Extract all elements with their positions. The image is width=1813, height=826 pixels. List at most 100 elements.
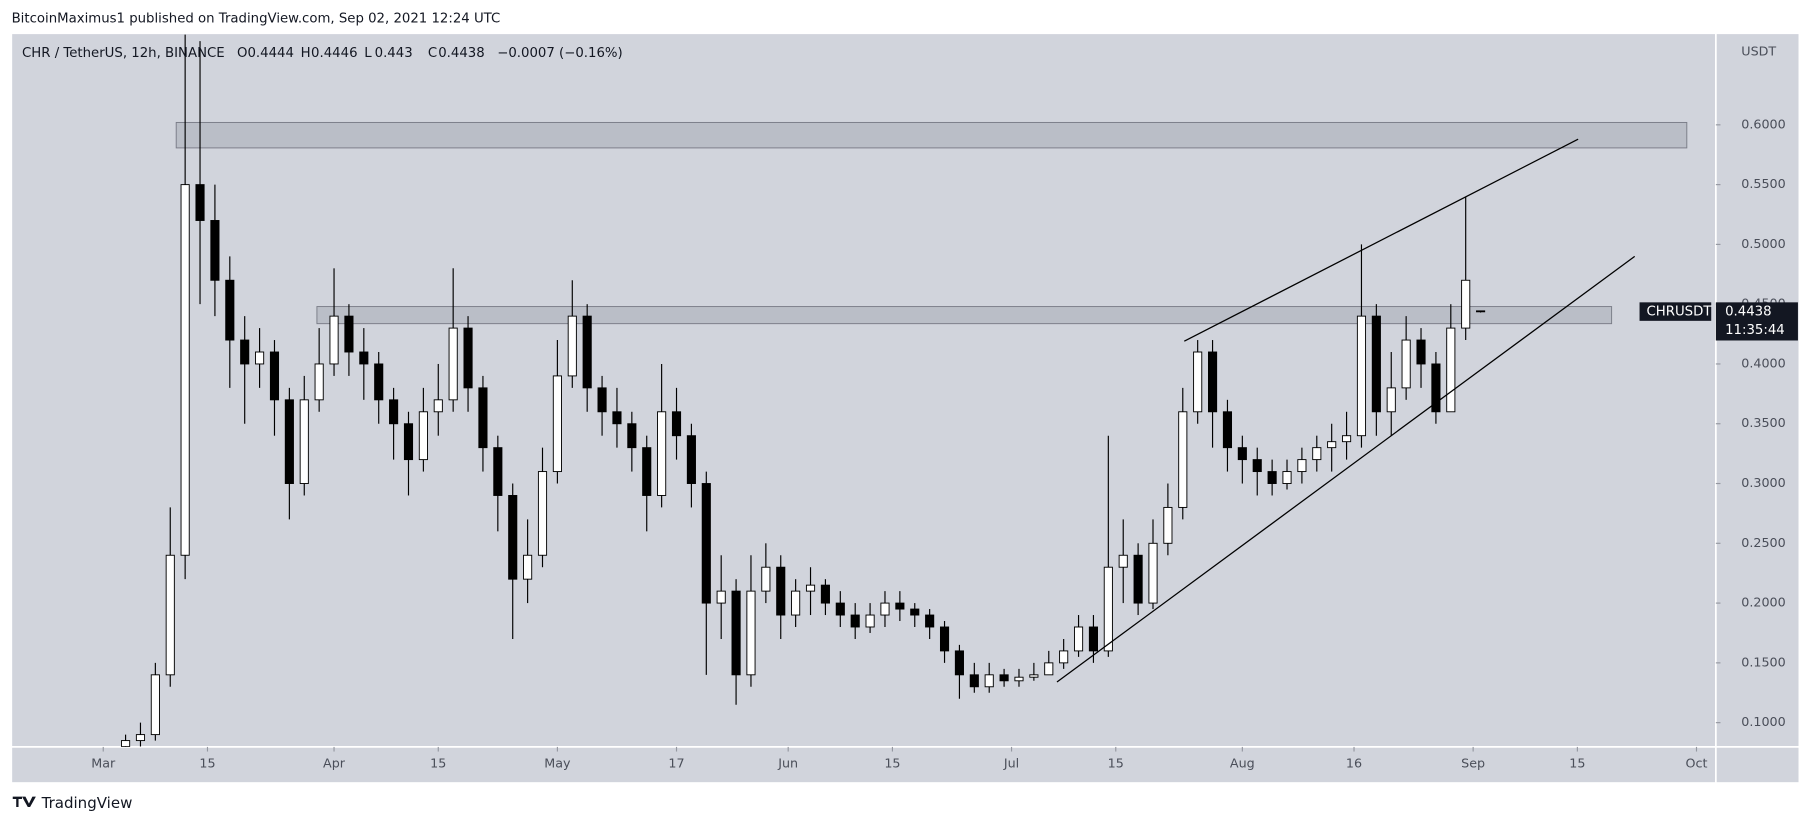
- trend-line: [1056, 255, 1636, 683]
- candle-body: [1446, 327, 1456, 413]
- candle-body: [1476, 310, 1486, 313]
- candle-body: [180, 184, 190, 556]
- footer-logo: TradingView: [12, 794, 133, 812]
- candle-body: [508, 495, 518, 580]
- y-tick-label: 0.3000: [1741, 475, 1785, 490]
- candle-body: [835, 602, 845, 616]
- candle-body: [1356, 315, 1367, 437]
- candle-body: [1193, 351, 1203, 413]
- candle-body: [255, 351, 265, 365]
- candle-body: [1178, 411, 1188, 508]
- candle-body: [537, 471, 548, 556]
- ohlc-key: C: [428, 46, 437, 61]
- candle-body: [1148, 542, 1158, 604]
- candle-body: [240, 339, 250, 365]
- y-tick-label: 0.5500: [1741, 176, 1785, 191]
- candle-body: [865, 614, 875, 628]
- x-tick-label: Mar: [91, 756, 116, 771]
- candle-body: [1237, 447, 1247, 461]
- candle-body: [403, 423, 414, 461]
- overlay: 0.1000 0.1500 0.2000 0.2500 0.3000 0.3500 0.40…: [22, 44, 1798, 771]
- candle-body: [686, 435, 696, 484]
- candle-body: [121, 740, 131, 747]
- candle-body: [939, 626, 950, 652]
- x-tick-label: 15: [430, 756, 446, 771]
- candle-body: [1401, 339, 1411, 389]
- candle-body: [1044, 662, 1054, 676]
- candle-body: [1118, 554, 1128, 568]
- candle-body: [761, 566, 771, 592]
- countdown: 11:35:44: [1725, 323, 1785, 338]
- y-tick-label: 0.2500: [1741, 535, 1785, 550]
- trend-line: [1183, 138, 1579, 342]
- candle-body: [910, 608, 920, 616]
- footer-brand: TradingView: [41, 794, 133, 812]
- candle-body: [731, 590, 741, 676]
- ticker-label: CHRUSDT: [1646, 305, 1712, 320]
- y-tick-label: 0.1500: [1741, 654, 1785, 669]
- candle-body: [999, 674, 1009, 682]
- candle-body: [344, 315, 354, 353]
- candle-body: [746, 590, 756, 676]
- candle-body: [523, 554, 533, 580]
- price-tag-value: 0.4438: [1725, 305, 1771, 320]
- x-tick-label: 16: [1346, 756, 1362, 771]
- ohlc-value: 0.443: [375, 46, 413, 61]
- candle-body: [1059, 650, 1069, 664]
- candle-body: [850, 614, 860, 628]
- candle-body: [195, 184, 205, 221]
- candle-body: [805, 584, 816, 592]
- candle-body: [582, 315, 592, 389]
- candle-body: [493, 447, 503, 496]
- candle-body: [1312, 447, 1322, 461]
- zone: [316, 306, 1613, 325]
- candle-body: [1133, 554, 1143, 604]
- candle-body: [1297, 459, 1307, 473]
- candle-body: [820, 584, 830, 604]
- candle-body: [984, 674, 994, 688]
- candle-body: [165, 554, 175, 676]
- candle-body: [701, 483, 711, 604]
- zone: [175, 121, 1688, 149]
- logo-icon: [12, 796, 36, 808]
- candle-body: [1208, 351, 1218, 413]
- candle-body: [329, 315, 339, 365]
- ohlc-value: 0.4444: [247, 46, 293, 61]
- y-tick-label: 0.2000: [1741, 595, 1785, 610]
- change-label: −0.0007 (−0.16%): [497, 46, 623, 61]
- candle-body: [374, 363, 384, 401]
- candle-body: [284, 399, 294, 484]
- x-tick-label: Apr: [323, 756, 346, 771]
- candle-body: [299, 399, 309, 484]
- candle-body: [1327, 441, 1337, 449]
- candle-body: [597, 387, 607, 413]
- candle-body: [627, 423, 637, 449]
- candle-body: [1014, 676, 1024, 682]
- candle-body: [716, 590, 726, 604]
- candle-body: [552, 375, 562, 473]
- candle-body: [969, 674, 979, 688]
- candle-body: [1371, 315, 1381, 413]
- price-tag: [1715, 302, 1798, 341]
- ohlc-key: H: [301, 46, 311, 61]
- ohlc-key: L: [364, 46, 372, 61]
- candle-body: [225, 279, 235, 341]
- candle-body: [135, 734, 146, 742]
- candle-body: [1461, 279, 1471, 329]
- y-tick-label: 0.1000: [1741, 714, 1785, 729]
- chart-panel: [11, 32, 1800, 784]
- ticker-tag: [1639, 302, 1712, 321]
- x-tick-label: 15: [1569, 756, 1585, 771]
- candle-body: [1163, 506, 1173, 544]
- candle-body: [389, 399, 399, 425]
- candle-body: [1416, 339, 1426, 365]
- candle-body: [1073, 626, 1084, 652]
- candle-body: [418, 411, 428, 461]
- x-tick-label: 15: [199, 756, 215, 771]
- candle-body: [1088, 626, 1098, 652]
- y-tick-label: 0.3500: [1741, 415, 1785, 430]
- candle-body: [567, 315, 577, 377]
- currency-label: USDT: [1741, 44, 1776, 59]
